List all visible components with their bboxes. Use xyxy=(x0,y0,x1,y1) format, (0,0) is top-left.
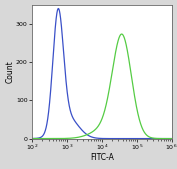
Y-axis label: Count: Count xyxy=(5,61,15,83)
X-axis label: FITC-A: FITC-A xyxy=(90,153,114,162)
